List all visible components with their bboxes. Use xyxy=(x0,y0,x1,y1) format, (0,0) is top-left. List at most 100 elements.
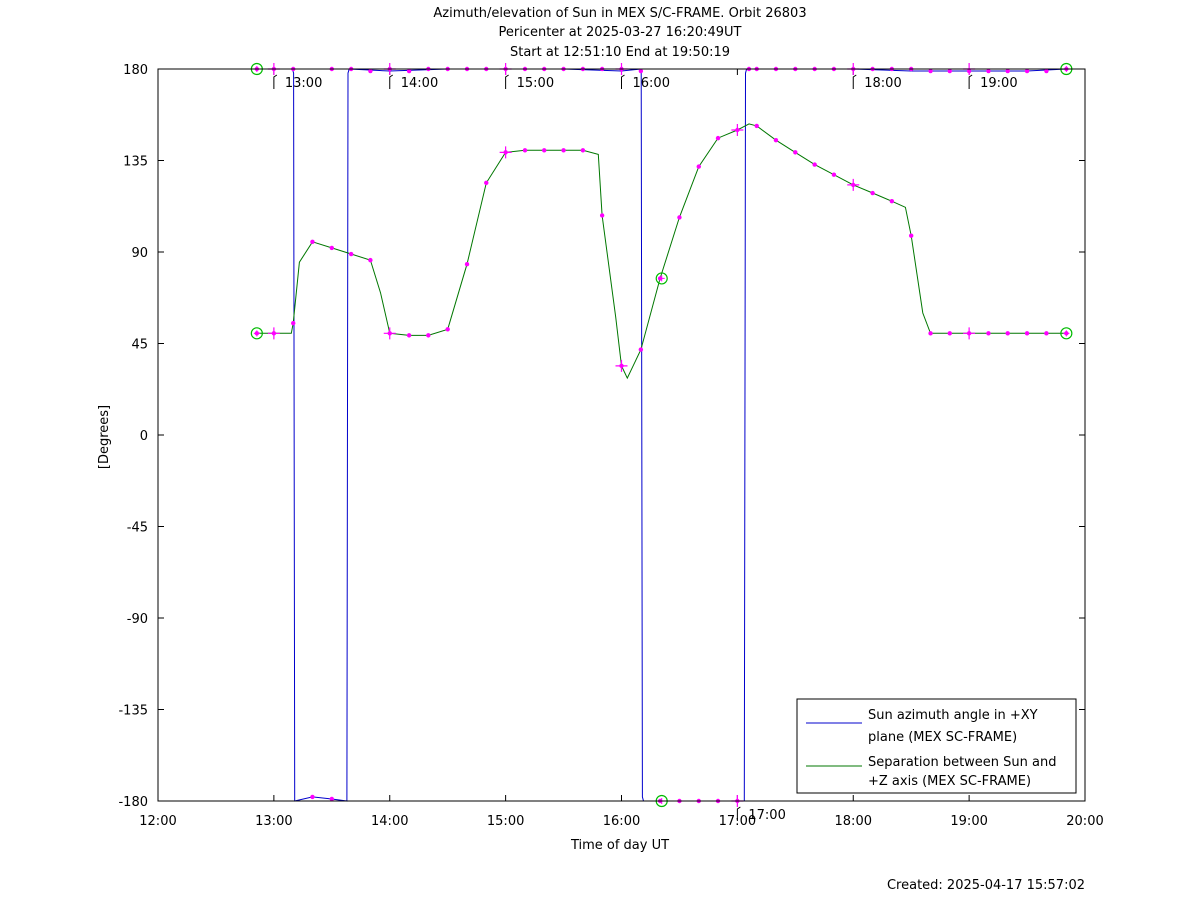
hour-cross-marker xyxy=(267,327,280,340)
data-point-dot xyxy=(773,137,779,143)
data-point-dot xyxy=(426,333,431,338)
data-point-dot xyxy=(793,150,798,155)
data-point-dot xyxy=(928,68,933,74)
chart-title: Azimuth/elevation of Sun in MEX S/C-FRAM… xyxy=(433,6,806,21)
data-point-dot xyxy=(889,198,895,204)
data-point-dot xyxy=(908,233,914,238)
data-point-dot xyxy=(329,245,335,251)
hour-marker-tick xyxy=(736,806,741,821)
hour-markers: 13:00 14:00 15:00 16:00 17:00 18:00 19:00 xyxy=(273,74,1018,823)
hour-marker-label: 14:00 xyxy=(401,76,438,91)
hour-marker-label: 16:00 xyxy=(633,76,670,91)
event-circle-marker xyxy=(250,327,263,340)
data-point-dot xyxy=(928,331,933,336)
data-point-dot xyxy=(947,68,952,74)
data-point-dot xyxy=(484,180,489,186)
hour-marker-label: 17:00 xyxy=(748,808,785,823)
hour-cross-marker xyxy=(383,327,396,340)
azimuth-series-line xyxy=(256,68,1067,802)
data-point-dot xyxy=(310,239,315,245)
data-point-dot xyxy=(831,172,837,177)
hour-cross-marker xyxy=(615,359,628,372)
x-tick-label: 13:00 xyxy=(255,814,292,829)
data-point-dot xyxy=(1024,68,1030,74)
hour-marker-tick xyxy=(389,74,394,89)
data-point-dot xyxy=(677,215,682,220)
hour-cross-marker xyxy=(963,327,976,340)
legend-label-separation-line2: +Z axis (MEX SC-FRAME) xyxy=(868,774,1031,789)
data-point-dot xyxy=(368,68,373,74)
data-point-dot xyxy=(291,320,296,326)
x-tick-label: 14:00 xyxy=(371,814,408,829)
data-point-dot xyxy=(1005,68,1010,74)
x-tick-label: 19:00 xyxy=(950,814,987,829)
data-point-dot xyxy=(638,347,644,352)
data-point-dot xyxy=(561,148,566,153)
hour-marker-tick xyxy=(505,74,509,89)
data-point-dot xyxy=(368,257,373,263)
data-point-dot xyxy=(812,162,817,167)
data-point-dot xyxy=(696,164,701,169)
y-tick-label: 90 xyxy=(131,246,148,261)
y-tick-label: -45 xyxy=(127,521,148,536)
hour-cross-marker xyxy=(847,178,860,191)
hour-marker-tick xyxy=(852,74,857,89)
data-point-dot xyxy=(445,327,450,332)
hour-marker-tick xyxy=(968,74,973,89)
data-point-dot xyxy=(1044,331,1049,336)
data-point-dot xyxy=(406,333,412,338)
data-point-dot xyxy=(1005,331,1010,336)
hour-marker-tick xyxy=(273,74,278,89)
hour-marker-label: 18:00 xyxy=(864,76,901,91)
series-lines xyxy=(256,68,1067,802)
separation-series-line xyxy=(256,123,1067,380)
legend-box xyxy=(796,698,1077,794)
data-point-dot xyxy=(310,794,315,800)
point-markers xyxy=(250,62,1073,808)
data-point-dot xyxy=(599,213,605,218)
hour-marker-label: 13:00 xyxy=(285,76,322,91)
plot-frame xyxy=(157,68,1086,802)
y-tick-label: -90 xyxy=(127,612,148,627)
x-tick-label: 18:00 xyxy=(835,814,872,829)
data-point-dot xyxy=(329,796,335,802)
x-tick-label: 15:00 xyxy=(487,814,524,829)
event-circle-marker xyxy=(1060,327,1073,340)
data-point-dot xyxy=(522,148,528,153)
event-circle-center xyxy=(1063,330,1070,337)
y-tick-label: 135 xyxy=(123,155,148,170)
y-tick-label: 45 xyxy=(131,338,148,353)
event-circle-center xyxy=(253,330,260,337)
hour-marker-label: 15:00 xyxy=(517,76,554,91)
data-point-dot xyxy=(542,148,547,153)
data-point-dot xyxy=(870,190,875,196)
data-point-dot xyxy=(986,68,991,74)
legend-label-azimuth-line1: Sun azimuth angle in +XY xyxy=(868,708,1038,723)
axis-ticks: 12:00 13:00 14:00 15:00 16:00 17:00 18:00 19:00… xyxy=(118,63,1103,829)
x-axis-label: Time of day UT xyxy=(570,838,669,853)
created-timestamp: Created: 2025-04-17 15:57:02 xyxy=(887,878,1085,893)
x-tick-label: 17:00 xyxy=(719,814,756,829)
data-point-dot xyxy=(406,68,412,74)
data-point-dot xyxy=(986,331,991,336)
event-circle-marker xyxy=(655,272,668,285)
data-point-dot xyxy=(348,251,354,257)
legend: Sun azimuth angle in +XY plane (MEX SC-F… xyxy=(796,698,1077,794)
chart-subtitle-start-end: Start at 12:51:10 End at 19:50:19 xyxy=(510,45,730,60)
hour-marker-tick xyxy=(621,74,625,89)
x-tick-label: 12:00 xyxy=(139,814,176,829)
y-tick-label: -135 xyxy=(118,704,148,719)
data-point-dot xyxy=(947,331,952,336)
hour-marker-label: 19:00 xyxy=(980,76,1017,91)
data-point-dot xyxy=(1044,68,1049,74)
data-point-dot xyxy=(580,148,586,153)
data-point-dot xyxy=(1024,331,1030,336)
y-axis-label: [Degrees] xyxy=(97,405,112,469)
x-tick-label: 16:00 xyxy=(603,814,640,829)
data-point-dot xyxy=(464,262,470,267)
y-tick-label: 180 xyxy=(123,63,148,78)
event-circle-center xyxy=(658,275,665,282)
y-tick-label: 0 xyxy=(140,429,148,444)
chart-subtitle-pericenter: Pericenter at 2025-03-27 16:20:49UT xyxy=(498,25,741,40)
